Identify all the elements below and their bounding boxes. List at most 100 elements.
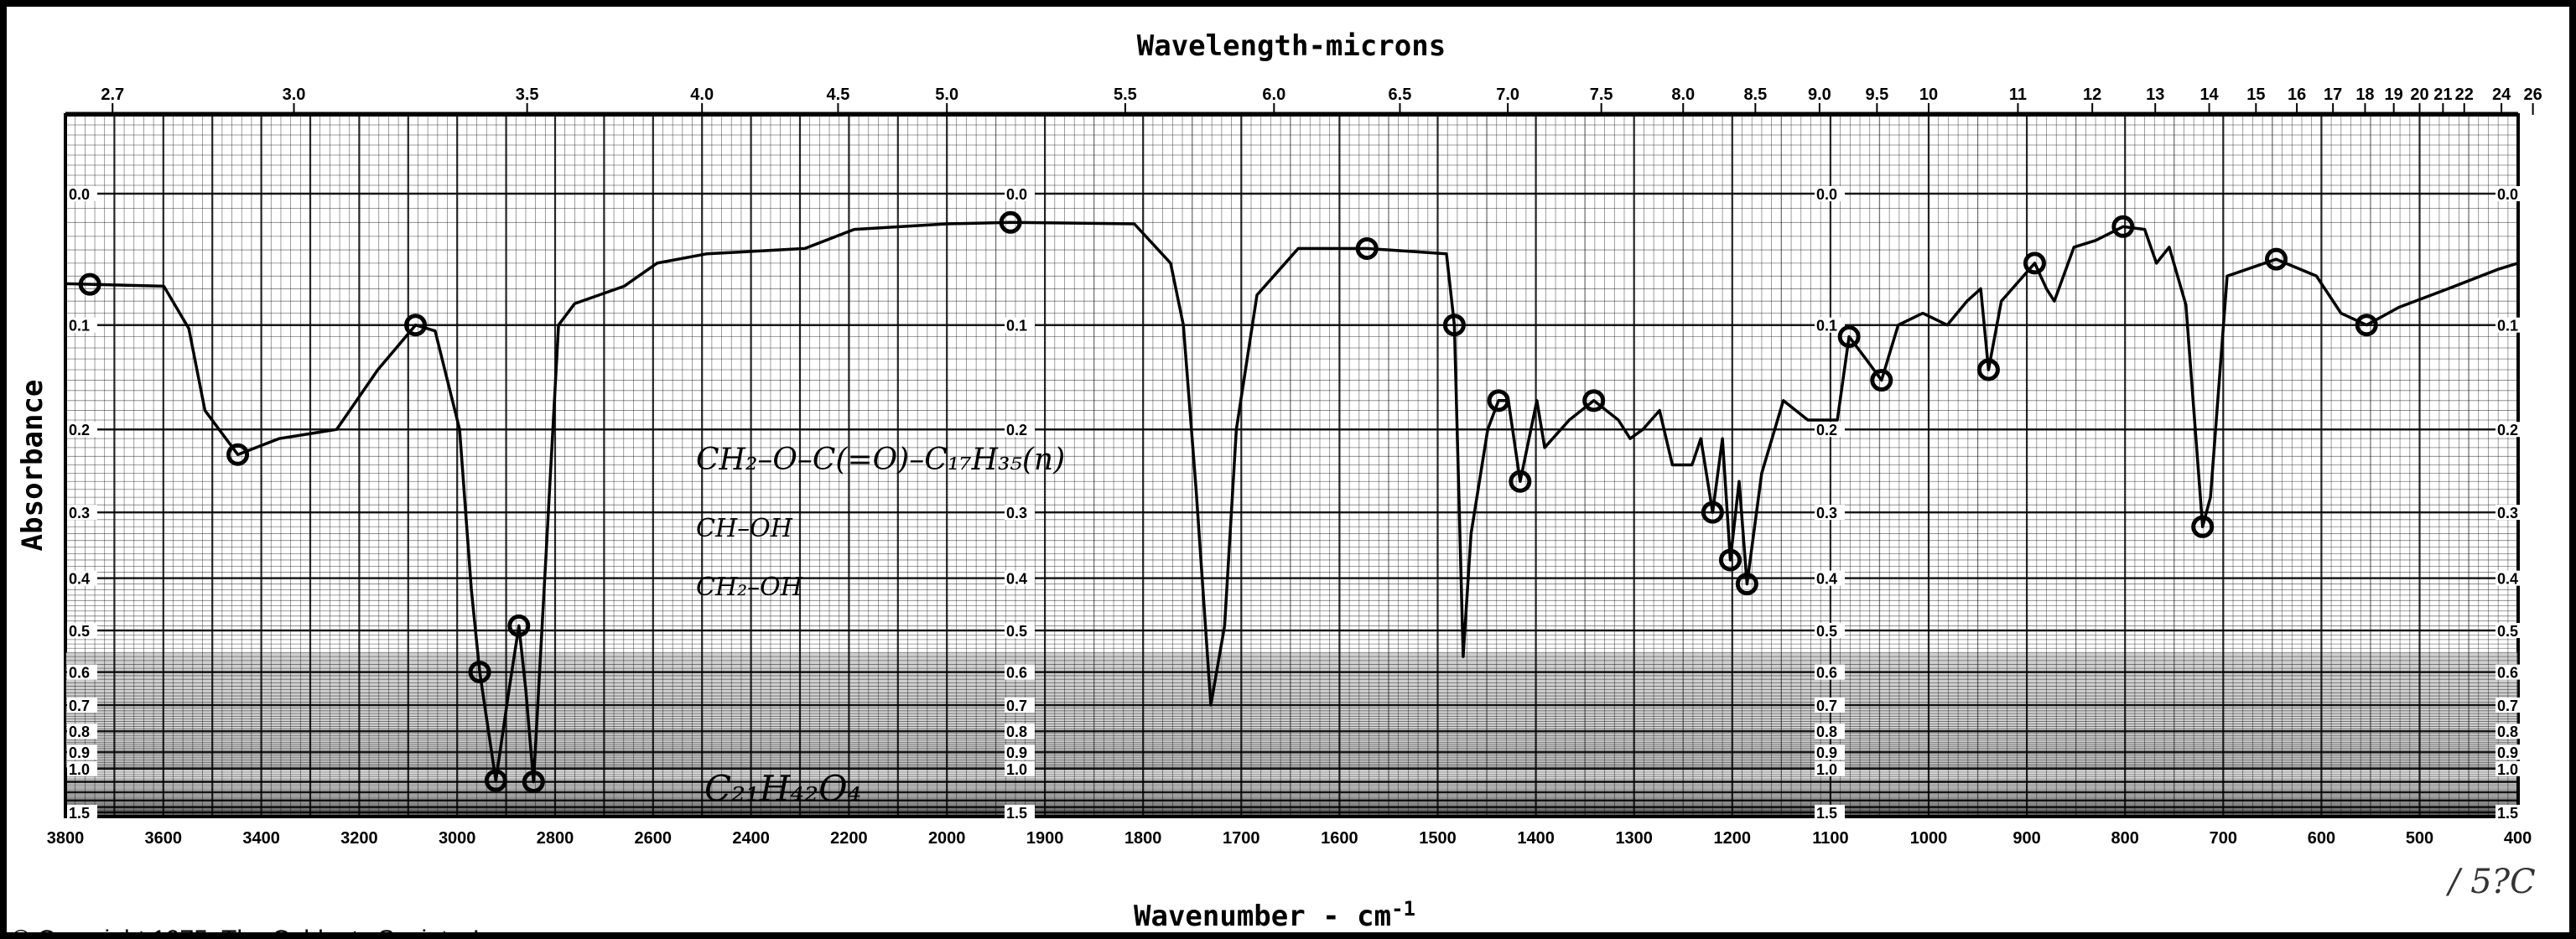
y-tick-label-bg <box>2496 317 2526 333</box>
y-tick-label: 0.9 <box>2497 744 2518 761</box>
copyright-notice: © Copyright 1975, The Coblentz Society, … <box>12 926 513 939</box>
y-tick-label: 1.0 <box>69 761 90 778</box>
y-tick-label-bg <box>1005 697 1035 713</box>
marked-peak-point <box>1487 389 1510 412</box>
marked-peak-point <box>2355 314 2378 337</box>
chart-grid: 0.00.10.20.30.40.50.60.70.80.91.01.50.00… <box>47 86 2542 848</box>
micron-tick-label: 26 <box>2523 86 2542 104</box>
y-tick-label: 0.7 <box>69 698 90 714</box>
y-tick-label-bg <box>67 570 97 586</box>
micron-tick-label: 7.0 <box>1496 86 1519 104</box>
y-tick-label-bg <box>2496 760 2526 776</box>
y-tick-label-bg <box>2496 623 2526 639</box>
x-tick-label: 2400 <box>732 829 770 848</box>
marked-peak-point <box>78 272 101 296</box>
x-tick-label: 1800 <box>1124 829 1162 848</box>
micron-tick-label: 9.0 <box>1808 86 1831 104</box>
marked-peak-point <box>1735 573 1758 596</box>
y-axis-title: Absorbance <box>16 380 49 552</box>
micron-tick-label: 2.7 <box>101 86 124 104</box>
y-tick-label: 0.8 <box>1816 724 1837 740</box>
y-tick-label-bg <box>67 664 97 680</box>
spectrum-line <box>65 220 2519 784</box>
y-tick-label-bg <box>1005 505 1035 521</box>
x-tick-label: 2000 <box>928 829 966 848</box>
marked-peak-point <box>1442 314 1466 337</box>
y-tick-label: 1.5 <box>1006 805 1027 822</box>
y-tick-label: 0.0 <box>69 186 90 203</box>
marked-peak-point <box>1976 358 2000 381</box>
y-tick-label-bg <box>1815 422 1845 438</box>
x-tick-label: 1900 <box>1026 829 1064 848</box>
y-tick-label: 0.5 <box>1816 623 1837 640</box>
x-tick-label: 2200 <box>830 829 868 848</box>
y-tick-label: 0.3 <box>2497 505 2518 521</box>
y-tick-label-bg <box>1815 804 1845 820</box>
marked-peak-point <box>1870 369 1893 392</box>
x-tick-label: 3000 <box>439 829 476 848</box>
marked-peak-point <box>484 769 507 792</box>
micron-tick-label: 22 <box>2455 86 2474 104</box>
y-tick-label-bg <box>67 422 97 438</box>
x-tick-label: 1200 <box>1714 829 1752 848</box>
x-tick-label: 500 <box>2406 829 2433 848</box>
micron-tick-label: 4.0 <box>690 86 714 104</box>
micron-tick-label: 20 <box>2410 86 2428 104</box>
marked-peak-point <box>1509 470 1532 493</box>
y-tick-label-bg <box>67 186 97 201</box>
y-tick-label: 0.4 <box>1006 571 1027 588</box>
x-tick-label: 2600 <box>635 829 673 848</box>
y-tick-label-bg <box>67 317 97 333</box>
micron-tick-label: 4.5 <box>827 86 850 104</box>
y-tick-label: 0.3 <box>1816 505 1837 521</box>
micron-tick-label: 5.5 <box>1114 86 1137 104</box>
formula-line-3: CH₂–OH <box>696 573 803 602</box>
y-tick-label-bg <box>1815 623 1845 639</box>
marked-peak-point <box>1582 389 1606 412</box>
y-tick-label-bg <box>2496 664 2526 680</box>
y-tick-label: 0.0 <box>2497 186 2518 203</box>
marked-peak-point <box>226 443 250 466</box>
micron-tick-label: 9.5 <box>1865 86 1888 104</box>
y-tick-label-bg <box>1005 664 1035 680</box>
y-tick-label-bg <box>1005 744 1035 760</box>
y-tick-label-bg <box>1005 623 1035 639</box>
y-tick-label-bg <box>67 623 97 639</box>
y-tick-label: 0.3 <box>1006 505 1027 521</box>
marked-peak-point <box>1701 501 1724 524</box>
y-tick-label: 0.4 <box>1816 571 1837 588</box>
y-tick-label: 0.9 <box>1006 744 1027 761</box>
y-tick-label: 0.1 <box>2497 318 2518 335</box>
x-axis-title: Wavenumber - cm-1 <box>1134 897 1415 933</box>
marked-peak-point <box>1837 324 1861 348</box>
y-tick-label-bg <box>67 760 97 776</box>
x-tick-label: 400 <box>2504 829 2532 848</box>
corner-note: / 5?C <box>2445 863 2536 901</box>
marked-peak-point <box>2023 252 2046 275</box>
x-tick-label: 1500 <box>1419 829 1457 848</box>
y-tick-label-bg <box>2496 744 2526 760</box>
y-tick-label: 0.4 <box>2497 571 2518 588</box>
y-tick-label: 1.0 <box>2497 761 2518 778</box>
y-tick-label: 0.6 <box>1816 665 1837 682</box>
y-tick-label-bg <box>1005 760 1035 776</box>
marked-peak-point <box>999 210 1022 234</box>
y-tick-label: 0.1 <box>1006 318 1027 335</box>
molecular-formula: C₂₁H₄₂O₄ <box>704 768 861 809</box>
y-tick-label: 0.5 <box>1006 623 1027 640</box>
y-tick-label-bg <box>67 697 97 713</box>
marked-peak-point <box>2265 247 2288 271</box>
y-tick-label: 0.7 <box>1006 698 1027 714</box>
y-tick-label-bg <box>2496 724 2526 739</box>
x-tick-label: 1000 <box>1910 829 1948 848</box>
y-tick-label: 0.6 <box>1006 665 1027 682</box>
micron-tick-label: 18 <box>2355 86 2374 104</box>
y-tick-label-bg <box>2496 570 2526 586</box>
micron-tick-label: 16 <box>2288 86 2306 104</box>
y-tick-label-bg <box>1815 664 1845 680</box>
x-tick-label: 2800 <box>537 829 574 848</box>
y-tick-label-bg <box>1005 317 1035 333</box>
micron-tick-label: 21 <box>2433 86 2452 104</box>
marked-peak-point <box>1718 548 1742 572</box>
